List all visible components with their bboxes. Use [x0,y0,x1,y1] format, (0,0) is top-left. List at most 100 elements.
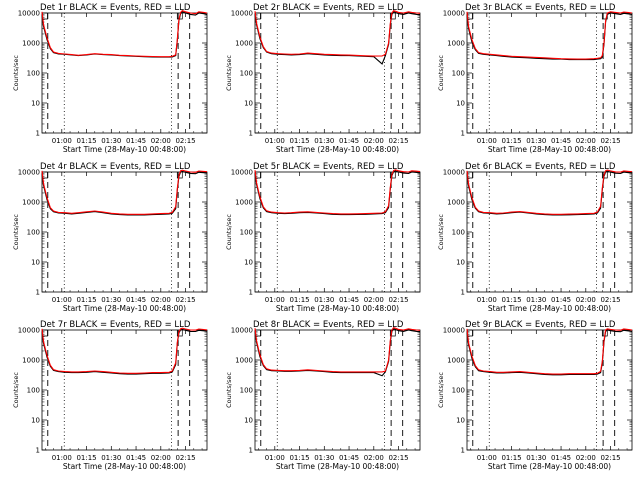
y-tick-label: 10 [456,259,465,267]
lld-series-line [254,326,421,373]
lld-series-line [41,327,208,374]
x-tick-label: 01:30 [314,137,334,145]
x-tick-label: 02:00 [151,296,171,304]
y-tick-label: 10000 [18,327,40,335]
events-series-line [466,329,633,376]
x-tick-label: 01:15 [76,454,96,462]
x-tick-label: 01:45 [339,296,359,304]
y-axis-label: Counts/sec [12,55,20,91]
x-tick-label: 01:30 [526,296,546,304]
y-tick-label: 100 [27,70,40,78]
plot-frame [254,171,421,293]
x-tick-label: 01:00 [265,137,285,145]
x-tick-label: 01:00 [477,137,497,145]
y-tick-label: 10 [31,417,40,425]
y-tick-label: 10000 [231,327,253,335]
events-series-line [41,170,208,216]
y-tick-label: 1 [249,447,253,455]
x-tick-label: 02:00 [576,454,596,462]
panel-title: Det 3r BLACK = Events, RED = LLD [465,3,616,13]
y-tick-label: 100 [452,229,465,237]
panel-det-7r: Det 7r BLACK = Events, RED = LLD 1 10 100 10… [12,320,208,471]
y-tick-label: 1000 [235,199,253,207]
events-series-line [254,328,421,377]
y-tick-label: 100 [452,387,465,395]
y-tick-label: 1000 [235,40,253,48]
x-tick-label: 01:30 [101,296,121,304]
panel-title: Det 7r BLACK = Events, RED = LLD [40,320,191,330]
x-tick-label: 01:15 [501,137,521,145]
events-series-line [466,12,633,61]
panel-det-2r: Det 2r BLACK = Events, RED = LLD 1 10 100 10… [225,3,421,154]
y-tick-label: 1000 [22,199,40,207]
x-tick-label: 01:15 [76,296,96,304]
x-tick-label: 01:30 [526,137,546,145]
x-tick-label: 01:45 [551,454,571,462]
y-tick-label: 1 [461,130,465,138]
y-axis-label: Counts/sec [225,214,233,250]
x-tick-label: 02:00 [151,137,171,145]
panel-title: Det 1r BLACK = Events, RED = LLD [40,3,191,13]
x-tick-label: 02:15 [388,296,408,304]
x-axis-label: Start Time (28-May-10 00:48:00) [488,145,611,154]
panel-det-9r: Det 9r BLACK = Events, RED = LLD 1 10 100 10… [437,320,633,471]
lld-series-line [41,169,208,215]
y-tick-label: 1 [249,289,253,297]
x-axis-label: Start Time (28-May-10 00:48:00) [276,462,399,471]
y-tick-label: 100 [240,229,253,237]
x-tick-label: 02:00 [364,296,384,304]
x-tick-label: 01:15 [289,454,309,462]
lld-series-line [466,328,633,375]
y-tick-label: 10 [31,100,40,108]
x-tick-label: 01:45 [126,296,146,304]
x-tick-label: 01:15 [289,296,309,304]
events-series-line [466,170,633,216]
y-tick-label: 1000 [235,357,253,365]
x-tick-label: 02:00 [364,454,384,462]
x-tick-label: 01:00 [52,454,72,462]
x-axis-label: Start Time (28-May-10 00:48:00) [488,304,611,313]
y-tick-label: 10000 [18,10,40,18]
x-tick-label: 01:30 [526,454,546,462]
x-tick-label: 01:45 [339,454,359,462]
y-tick-label: 10 [244,417,253,425]
y-tick-label: 10000 [231,10,253,18]
y-axis-label: Counts/sec [437,214,445,250]
plot-frame [41,171,208,293]
x-tick-label: 01:30 [101,137,121,145]
corner-bracket-right [601,172,608,179]
events-series-line [254,170,421,216]
lld-series-line [466,11,633,60]
plot-frame [254,12,421,134]
x-tick-label: 02:15 [600,454,620,462]
y-tick-label: 10000 [18,169,40,177]
panel-title: Det 8r BLACK = Events, RED = LLD [253,320,404,330]
x-tick-label: 01:45 [126,137,146,145]
y-tick-label: 1 [36,130,40,138]
y-tick-label: 10 [244,100,253,108]
x-tick-label: 01:00 [477,296,497,304]
panel-det-3r: Det 3r BLACK = Events, RED = LLD 1 10 100 10… [437,3,633,154]
y-tick-label: 10000 [443,10,465,18]
lld-series-line [254,169,421,215]
y-axis-label: Counts/sec [12,214,20,250]
x-tick-label: 01:30 [101,454,121,462]
corner-bracket-right [389,172,396,179]
plot-frame [466,171,633,293]
y-tick-label: 1000 [22,357,40,365]
panel-det-8r: Det 8r BLACK = Events, RED = LLD 1 10 100 10… [225,320,421,471]
y-tick-label: 1 [249,130,253,138]
x-axis-label: Start Time (28-May-10 00:48:00) [63,462,186,471]
y-axis-label: Counts/sec [225,55,233,91]
x-tick-label: 02:15 [175,137,195,145]
corner-bracket-right [389,13,396,20]
y-tick-label: 1 [36,289,40,297]
lld-series-line [254,9,421,57]
events-series-line [254,11,421,65]
x-tick-label: 02:15 [175,454,195,462]
y-tick-label: 10000 [231,169,253,177]
x-tick-label: 02:15 [600,137,620,145]
x-tick-label: 02:15 [600,296,620,304]
x-tick-label: 01:00 [265,454,285,462]
x-tick-label: 01:45 [126,454,146,462]
